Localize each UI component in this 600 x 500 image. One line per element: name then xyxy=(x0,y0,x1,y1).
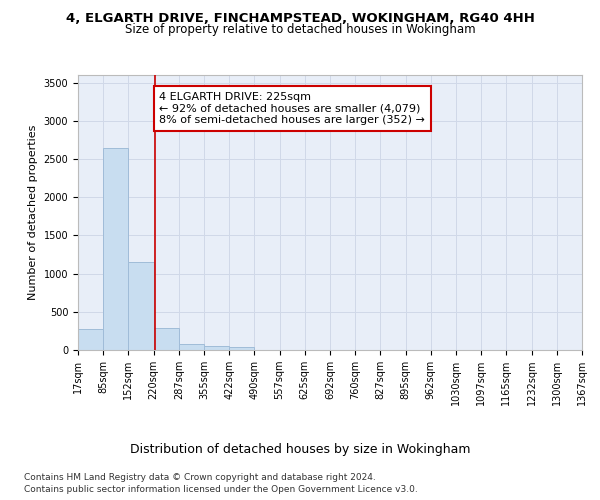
Bar xyxy=(78,329,103,350)
Text: Contains public sector information licensed under the Open Government Licence v3: Contains public sector information licen… xyxy=(24,485,418,494)
Text: 4, ELGARTH DRIVE, FINCHAMPSTEAD, WOKINGHAM, RG40 4HH: 4, ELGARTH DRIVE, FINCHAMPSTEAD, WOKINGH… xyxy=(65,12,535,26)
Bar xyxy=(179,344,204,350)
Y-axis label: Number of detached properties: Number of detached properties xyxy=(28,125,38,300)
Bar xyxy=(229,347,254,350)
Bar xyxy=(103,148,128,350)
Text: 4 ELGARTH DRIVE: 225sqm
← 92% of detached houses are smaller (4,079)
8% of semi-: 4 ELGARTH DRIVE: 225sqm ← 92% of detache… xyxy=(159,92,425,125)
Bar xyxy=(128,262,154,350)
Text: Distribution of detached houses by size in Wokingham: Distribution of detached houses by size … xyxy=(130,442,470,456)
Text: Size of property relative to detached houses in Wokingham: Size of property relative to detached ho… xyxy=(125,22,475,36)
Bar xyxy=(204,346,229,350)
Bar xyxy=(154,328,179,350)
Text: Contains HM Land Registry data © Crown copyright and database right 2024.: Contains HM Land Registry data © Crown c… xyxy=(24,472,376,482)
